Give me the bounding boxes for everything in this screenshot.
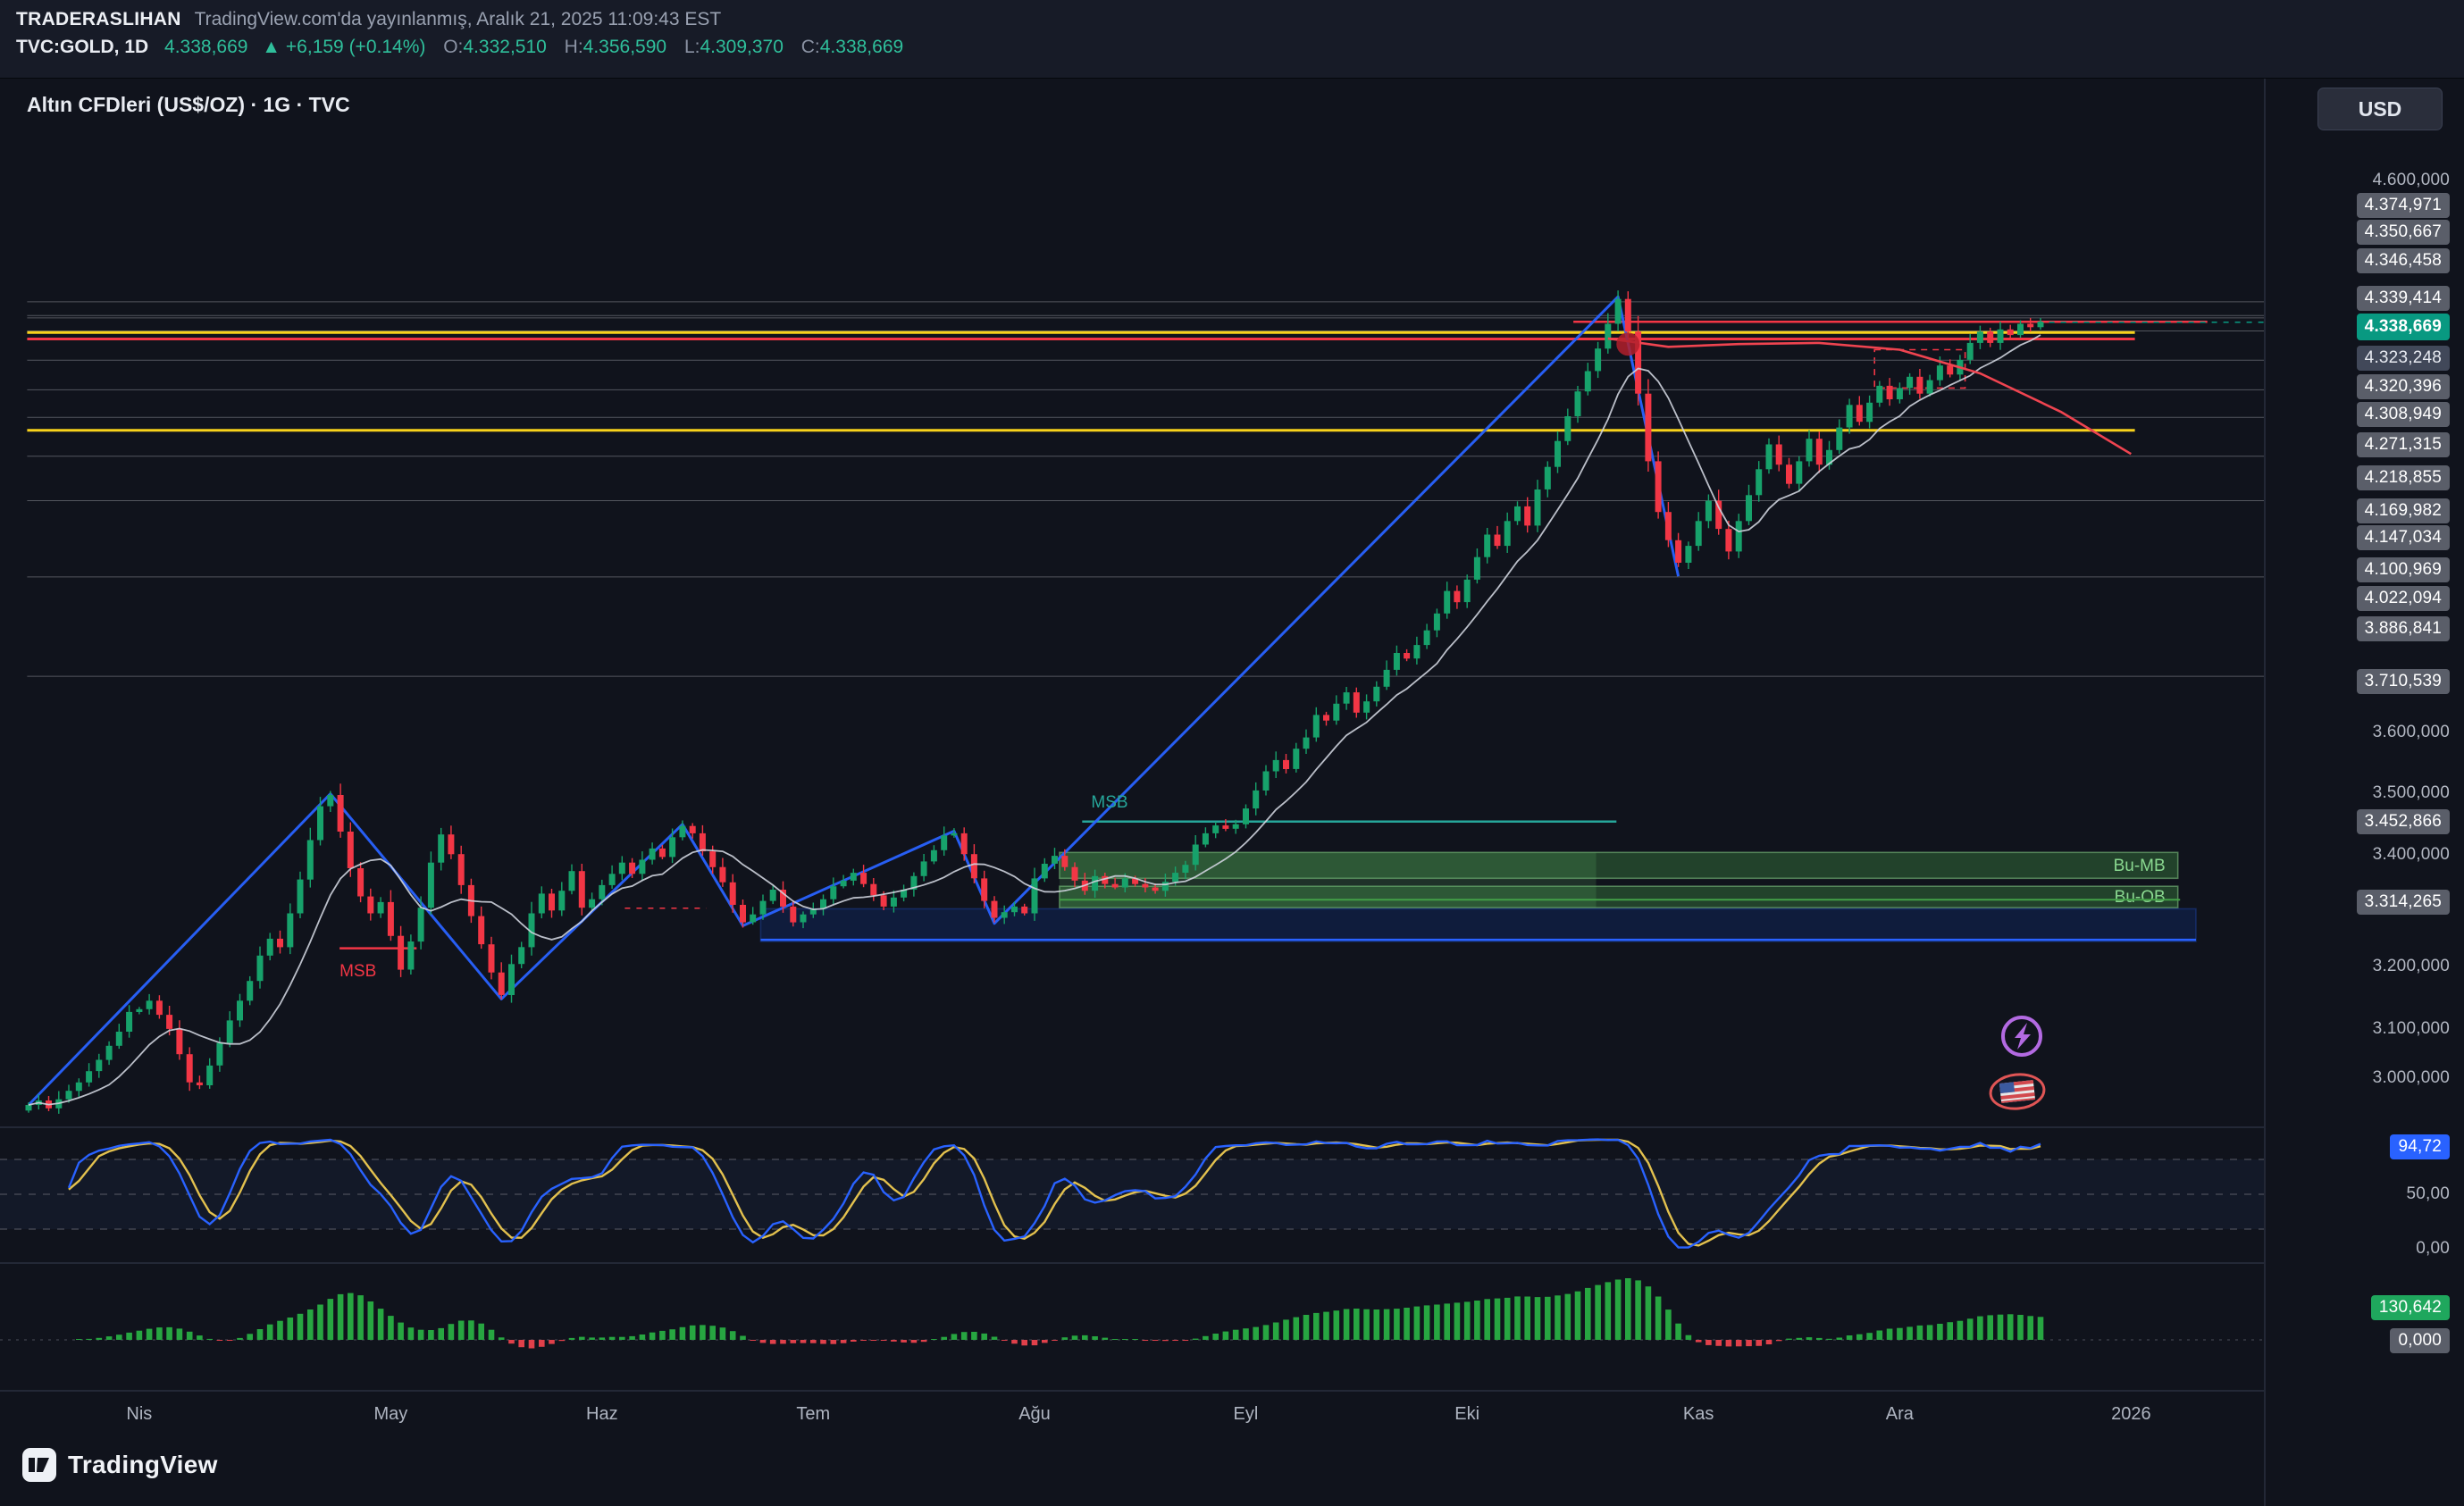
price-scale-tick: 0,00 (2416, 1239, 2450, 1258)
publish-header: TRADERASLIHAN TradingView.com'da yayınla… (0, 0, 2464, 79)
time-axis-label: May (373, 1404, 408, 1424)
symbol-interval: TVC:GOLD, 1D (16, 37, 149, 57)
price-change: ▲ +6,159 (+0.14%) (262, 37, 426, 57)
price-scale-badge: 4.346,458 (2356, 248, 2450, 273)
low-value: 4.309,370 (700, 37, 784, 57)
symbol-legend[interactable]: Altın CFDleri (US$/OZ) · 1G · TVC (27, 93, 350, 116)
price-scale-badge: 3.886,841 (2356, 616, 2450, 641)
price-scale-badge: 4.308,949 (2356, 402, 2450, 427)
stochastic-pane[interactable] (0, 1138, 2264, 1249)
pane-separator[interactable] (0, 1126, 2264, 1128)
time-axis-label: Kas (1682, 1404, 1714, 1424)
svg-text:Bu-OB: Bu-OB (2115, 888, 2166, 907)
svg-text:MSB: MSB (1091, 793, 1127, 812)
tradingview-footer: TradingView (21, 1447, 218, 1483)
chart-text-labels: MSB MSB (339, 793, 1127, 981)
price-scale-tick: 3.000,000 (2372, 1068, 2450, 1087)
time-axis-label: Nis (126, 1404, 153, 1424)
time-axis-label: Ara (1885, 1404, 1914, 1424)
svg-text:Bu-MB: Bu-MB (2114, 857, 2166, 875)
price-scale-badge: 4.339,414 (2356, 286, 2450, 311)
curved-resistance-line[interactable] (1607, 332, 2132, 456)
price-scale-tick: 3.100,000 (2372, 1019, 2450, 1038)
low-label: L: (683, 37, 700, 57)
energy-sticker (2001, 1016, 2042, 1057)
publisher-name: TRADERASLIHAN (16, 9, 181, 29)
time-axis-label: Tem (796, 1404, 831, 1424)
chart-stickers[interactable] (1989, 1016, 2046, 1111)
price-scale-badge: 4.022,094 (2356, 586, 2450, 611)
price-scale-badge: 4.271,315 (2356, 432, 2450, 457)
time-axis[interactable]: Nis May Haz Tem Ağu Eyl Eki Kas Ara 2026 (0, 1392, 2264, 1435)
last-price: 4.338,669 (164, 37, 248, 57)
price-scale-badge: 3.314,265 (2356, 890, 2450, 915)
price-scale-badge: 4.323,248 (2356, 346, 2450, 371)
close-value: 4.338,669 (819, 37, 904, 57)
close-label: C: (800, 37, 820, 57)
currency-usd-button[interactable]: USD (2317, 88, 2443, 130)
price-scale-tick: 50,00 (2406, 1184, 2450, 1203)
price-scale-badge: 4.147,034 (2356, 525, 2450, 550)
candlesticks (25, 290, 2044, 1114)
open-label: O: (443, 37, 464, 57)
price-scale-badge: 130,642 (2370, 1295, 2450, 1320)
price-scale-badge: 3.452,866 (2356, 809, 2450, 834)
open-value: 4.332,510 (463, 37, 547, 57)
price-scale-badge: 4.169,982 (2356, 498, 2450, 523)
price-scale-tick: 4.600,000 (2372, 171, 2450, 189)
price-scale-tick: 3.200,000 (2372, 957, 2450, 975)
price-scale-badge: 4.100,969 (2356, 557, 2450, 582)
brand-name: TradingView (68, 1451, 218, 1478)
symbol-info-line: TVC:GOLD, 1D 4.338,669 ▲ +6,159 (+0.14%)… (16, 36, 2448, 59)
tradingview-logo-icon[interactable] (21, 1447, 57, 1483)
stoch-d-line (68, 1138, 2041, 1247)
time-axis-label: 2026 (2111, 1404, 2151, 1424)
high-label: H: (564, 37, 583, 57)
price-scale[interactable]: 4.600,000 4.374,971 4.350,667 4.346,458 4.33… (2266, 79, 2464, 1506)
horizontal-levels[interactable] (27, 301, 2264, 950)
price-scale-badge: 3.710,539 (2356, 669, 2450, 694)
us-flag-sticker (1989, 1073, 2046, 1110)
scale-separator (2264, 79, 2266, 1506)
price-scale-badge: 4.320,396 (2356, 374, 2450, 399)
price-scale-badge: 0,000 (2390, 1328, 2450, 1353)
high-value: 4.356,590 (582, 37, 667, 57)
time-axis-label: Eki (1454, 1404, 1480, 1424)
publish-line: TRADERASLIHAN TradingView.com'da yayınla… (16, 8, 2448, 31)
stoch-k-line (67, 1138, 2041, 1249)
last-price-scale-badge: 4.338,669 (2356, 314, 2450, 340)
price-scale-tick: 3.400,000 (2372, 845, 2450, 864)
price-scale-tick: 3.600,000 (2372, 723, 2450, 741)
price-scale-tick: 3.500,000 (2372, 783, 2450, 802)
price-scale-badge: 4.350,667 (2356, 220, 2450, 245)
svg-text:MSB: MSB (339, 962, 376, 981)
pane-separator (0, 1390, 2264, 1392)
price-scale-badge: 4.218,855 (2356, 465, 2450, 490)
time-axis-label: Eyl (1233, 1404, 1259, 1424)
time-axis-label: Ağu (1018, 1404, 1051, 1424)
time-axis-label: Haz (586, 1404, 618, 1424)
red-marker-dot (1616, 332, 1640, 356)
zigzag-trendline[interactable] (27, 295, 1680, 1107)
moving-average-line[interactable] (28, 334, 2041, 1106)
price-scale-badge: 94,72 (2390, 1134, 2450, 1159)
supply-demand-zones[interactable]: Bu-MB Bu-OB (759, 348, 2197, 942)
published-info: TradingView.com'da yayınlanmış, Aralık 2… (194, 9, 722, 29)
pane-separator[interactable] (0, 1262, 2264, 1264)
price-scale-badge: 4.374,971 (2356, 193, 2450, 218)
histogram-pane[interactable] (0, 1278, 2264, 1349)
chart-canvas[interactable]: Bu-MB Bu-OB MSB MSB (0, 79, 2264, 1390)
